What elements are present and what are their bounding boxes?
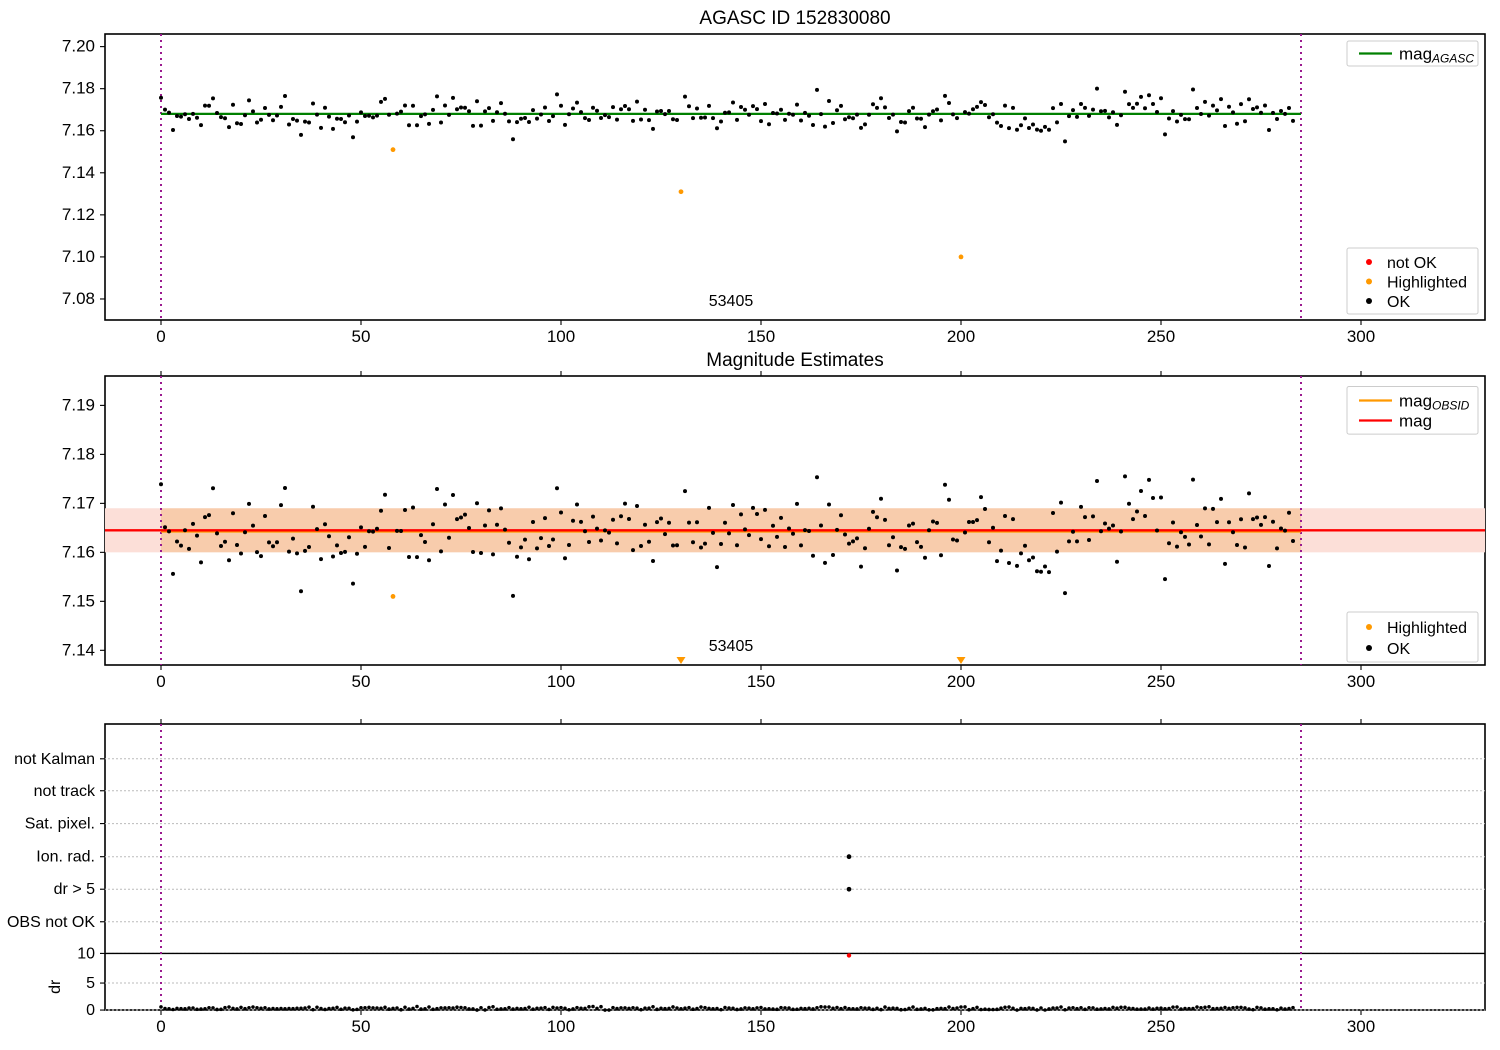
svg-text:100: 100 — [547, 672, 575, 691]
svg-text:mag: mag — [1399, 45, 1432, 64]
svg-text:Sat. pixel.: Sat. pixel. — [25, 816, 95, 833]
svg-text:50: 50 — [352, 327, 371, 346]
svg-text:0: 0 — [156, 327, 165, 346]
svg-text:7.18: 7.18 — [62, 79, 95, 98]
svg-text:not Kalman: not Kalman — [14, 751, 95, 768]
svg-text:7.16: 7.16 — [62, 121, 95, 140]
svg-text:OBS not OK: OBS not OK — [7, 914, 95, 931]
svg-text:7.20: 7.20 — [62, 37, 95, 56]
svg-text:0: 0 — [86, 1002, 95, 1019]
svg-text:7.16: 7.16 — [62, 542, 95, 561]
svg-text:100: 100 — [547, 327, 575, 346]
svg-text:7.19: 7.19 — [62, 395, 95, 414]
svg-text:7.08: 7.08 — [62, 289, 95, 308]
svg-text:7.14: 7.14 — [62, 163, 95, 182]
svg-text:dr > 5: dr > 5 — [54, 881, 95, 898]
svg-text:10: 10 — [77, 945, 95, 962]
svg-text:dr: dr — [47, 979, 64, 994]
svg-text:300: 300 — [1347, 1017, 1375, 1036]
svg-text:Ion. rad.: Ion. rad. — [36, 849, 95, 866]
svg-text:300: 300 — [1347, 672, 1375, 691]
svg-text:50: 50 — [352, 672, 371, 691]
svg-text:200: 200 — [947, 327, 975, 346]
svg-text:0: 0 — [156, 672, 165, 691]
svg-text:200: 200 — [947, 672, 975, 691]
svg-text:7.10: 7.10 — [62, 247, 95, 266]
svg-text:0: 0 — [156, 1017, 165, 1036]
svg-text:Highlighted: Highlighted — [1387, 275, 1467, 292]
svg-text:100: 100 — [547, 1017, 575, 1036]
svg-text:7.17: 7.17 — [62, 493, 95, 512]
svg-text:53405: 53405 — [709, 293, 754, 310]
svg-text:53405: 53405 — [709, 638, 754, 655]
svg-text:300: 300 — [1347, 327, 1375, 346]
svg-text:AGASC ID 152830080: AGASC ID 152830080 — [699, 8, 890, 29]
svg-text:7.12: 7.12 — [62, 205, 95, 224]
svg-text:5: 5 — [86, 975, 95, 992]
svg-text:Highlighted: Highlighted — [1387, 620, 1467, 637]
svg-text:7.18: 7.18 — [62, 444, 95, 463]
svg-text:7.15: 7.15 — [62, 591, 95, 610]
svg-text:Magnitude Estimates: Magnitude Estimates — [706, 350, 883, 371]
svg-text:not track: not track — [34, 783, 96, 800]
svg-text:mag: mag — [1399, 412, 1432, 431]
svg-text:250: 250 — [1147, 1017, 1175, 1036]
svg-text:150: 150 — [747, 1017, 775, 1036]
svg-text:OBSID: OBSID — [1432, 399, 1470, 413]
svg-text:250: 250 — [1147, 327, 1175, 346]
svg-text:OK: OK — [1387, 294, 1410, 311]
svg-text:150: 150 — [747, 327, 775, 346]
svg-text:200: 200 — [947, 1017, 975, 1036]
svg-text:150: 150 — [747, 672, 775, 691]
svg-text:not OK: not OK — [1387, 255, 1437, 272]
svg-text:50: 50 — [352, 1017, 371, 1036]
svg-text:7.14: 7.14 — [62, 640, 95, 659]
svg-text:OK: OK — [1387, 641, 1410, 658]
svg-text:mag: mag — [1399, 392, 1432, 411]
svg-text:250: 250 — [1147, 672, 1175, 691]
svg-text:AGASC: AGASC — [1431, 52, 1474, 66]
